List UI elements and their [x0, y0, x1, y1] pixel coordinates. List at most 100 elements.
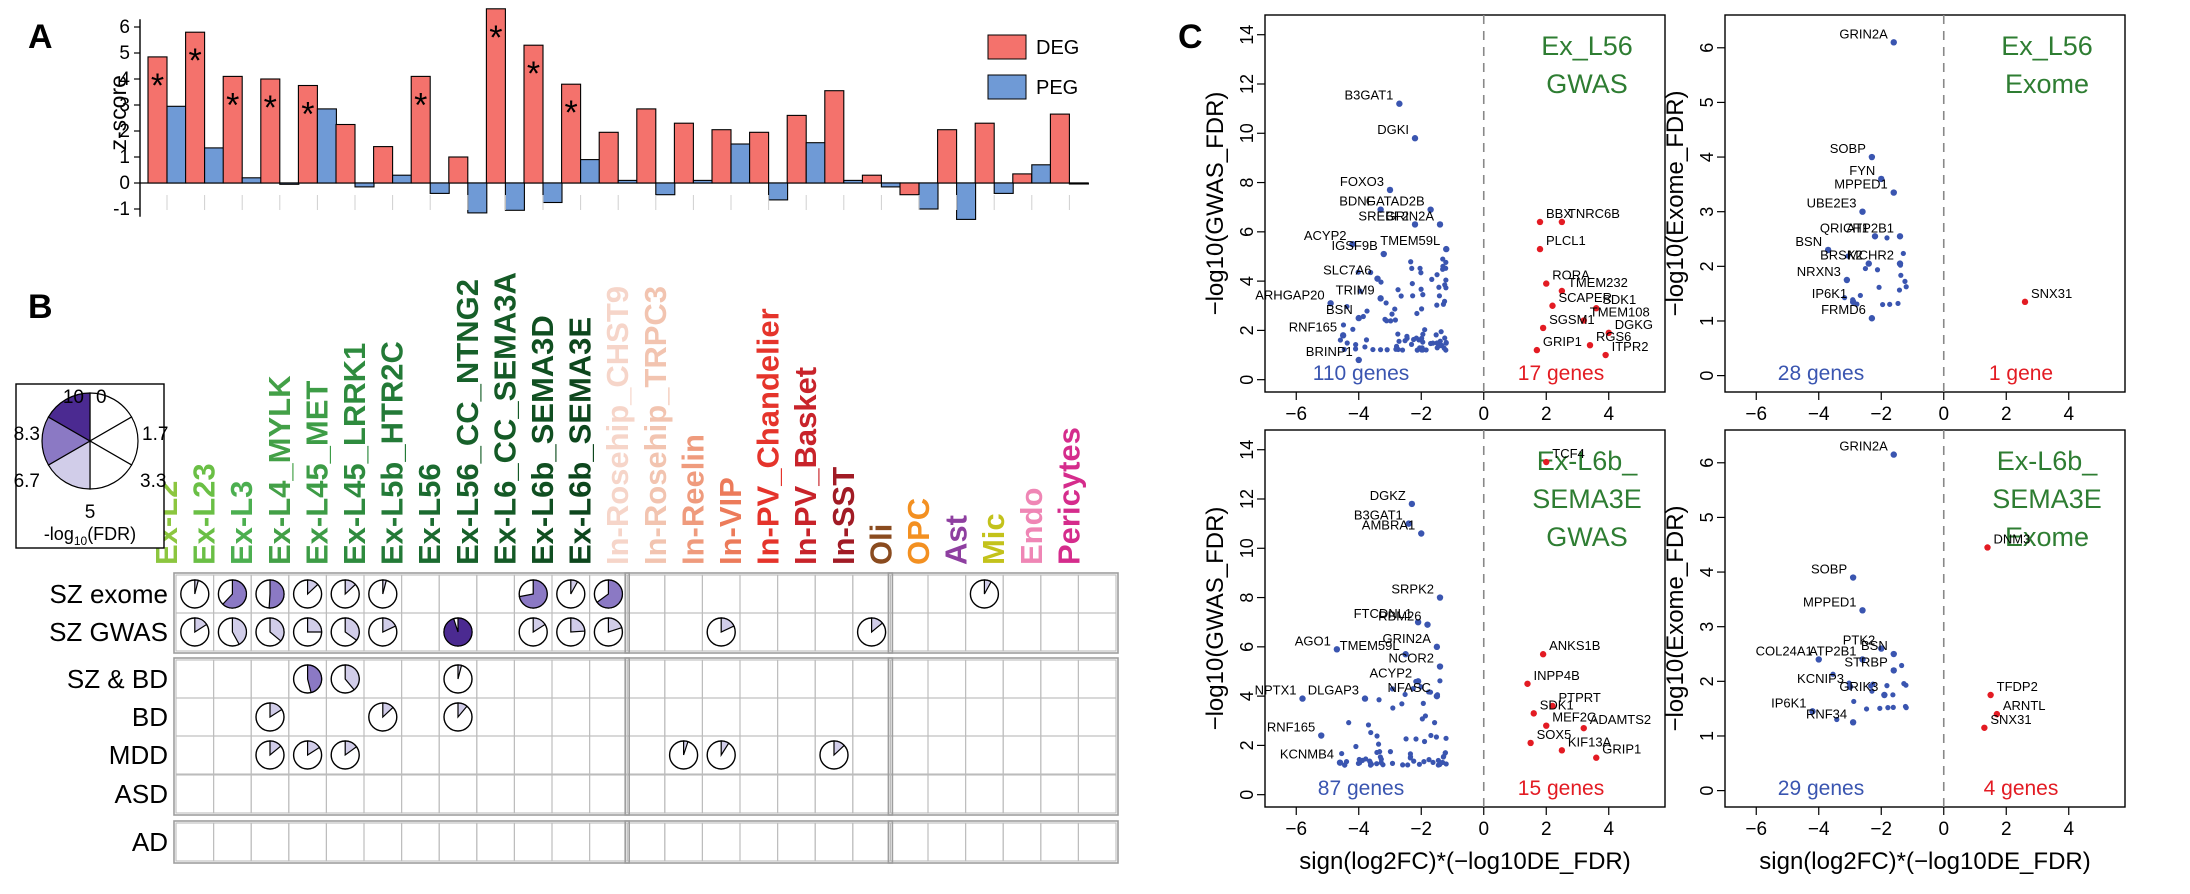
grid-cell	[325, 774, 365, 814]
data-point	[1388, 318, 1394, 324]
grid-cell	[852, 697, 891, 737]
x-tick-label: −4	[1348, 819, 1370, 840]
data-point	[1384, 347, 1390, 353]
grid-cell	[965, 822, 1004, 862]
pie-wedge	[518, 579, 548, 609]
data-point	[1549, 702, 1556, 710]
grid-cell	[438, 735, 478, 775]
enrichment-pie	[443, 617, 473, 647]
gene-label: SRPK2	[1391, 582, 1434, 597]
category-label: In-PV_Chandelier	[751, 308, 786, 565]
grid-cell	[325, 822, 365, 862]
grid-cell	[739, 697, 779, 737]
y-tick-label: 6	[1237, 227, 1257, 237]
y-tick-label: 14	[1237, 440, 1257, 460]
gene-label: TRIM9	[1336, 282, 1375, 297]
data-point	[1343, 759, 1350, 765]
data-point	[1422, 327, 1428, 333]
gene-label: TMEM108	[1590, 305, 1650, 320]
grid-cell	[927, 697, 967, 737]
category-label: In-Reelin	[675, 434, 710, 565]
category-label: Ex-L6_CC_SEMA3A	[487, 272, 522, 565]
data-point	[1890, 650, 1897, 658]
gene-label: SDK1	[1602, 292, 1636, 307]
pie-wedge	[221, 579, 247, 609]
data-point	[1429, 276, 1435, 282]
gene-label: BDNF	[1339, 194, 1374, 209]
panel-a-bar-chart: -1 0 1 2 3 4 5 6 z-score * * * * * * * * * DEG PEG	[105, 8, 1089, 220]
gene-label: SOX5	[1537, 727, 1572, 742]
bar-deg	[523, 44, 544, 184]
data-point	[1413, 335, 1420, 341]
pie-wedge	[570, 579, 579, 595]
data-point	[1380, 250, 1387, 258]
grid-cell	[363, 822, 403, 862]
data-point	[1411, 221, 1419, 228]
grid-cell	[739, 735, 779, 775]
y-tick-label: 0	[1697, 371, 1717, 381]
pie-wedge	[457, 664, 463, 680]
y-tick-label: 8	[1237, 178, 1257, 188]
bar-peg	[843, 179, 864, 184]
data-point	[1428, 732, 1434, 739]
data-point	[1436, 284, 1442, 290]
pie-wedge	[307, 617, 323, 633]
y-tick-label: 12	[1237, 74, 1257, 94]
enrichment-pie	[518, 617, 548, 647]
data-point	[1885, 705, 1891, 711]
category-label: Ex-L45_MET	[299, 381, 334, 565]
grid-cell	[739, 774, 779, 814]
enrichment-pie	[292, 579, 323, 609]
data-point	[1370, 346, 1376, 353]
data-point	[1862, 265, 1869, 272]
data-point	[1414, 678, 1422, 685]
data-point	[1436, 221, 1444, 228]
gene-label: KIF13A	[1568, 734, 1612, 749]
gene-label: INPP4B	[1534, 668, 1580, 683]
data-point	[1339, 750, 1345, 757]
bar-deg	[448, 156, 469, 184]
gene-label: GRIP1	[1602, 742, 1641, 757]
enrichment-pie	[292, 664, 323, 694]
gene-label: NFASC	[1388, 680, 1431, 695]
grid-cell	[288, 697, 327, 737]
gene-label: BSN	[1861, 638, 1888, 653]
enrichment-pie	[255, 579, 285, 609]
grid-cell	[213, 659, 252, 699]
gene-label: TMEM232	[1568, 275, 1628, 290]
grid-cell	[626, 735, 666, 775]
data-point	[1377, 206, 1384, 213]
data-point	[1374, 733, 1380, 739]
gene-label: SREBF2	[1358, 208, 1409, 223]
data-point	[1389, 311, 1395, 317]
gene-label: BSN	[1326, 302, 1353, 317]
bar-deg	[1012, 173, 1033, 184]
grid-cell	[175, 822, 215, 862]
enrichment-pie	[706, 617, 736, 647]
x-tick-label: 4	[2063, 404, 2074, 425]
y-axis-title: −log10(GWAS_FDR)	[1202, 507, 1229, 731]
x-tick-label: 0	[1478, 819, 1489, 840]
bar-peg	[166, 105, 187, 184]
gene-label: GRIK3	[1839, 679, 1878, 694]
data-point	[1443, 761, 1449, 767]
grid-cell	[175, 774, 215, 814]
gene-label: BSN	[1795, 234, 1822, 249]
data-point	[1377, 749, 1383, 755]
bar-peg	[542, 182, 563, 204]
data-point	[1424, 621, 1431, 628]
category-label: Ast	[939, 515, 974, 565]
grid-cell	[852, 774, 891, 814]
y-tick-label: 4	[1237, 691, 1257, 701]
bar-deg	[222, 75, 243, 184]
data-point	[1443, 347, 1449, 353]
bar-peg	[241, 177, 262, 184]
data-point	[1524, 680, 1531, 687]
data-point	[1430, 340, 1436, 346]
bar-deg	[861, 174, 882, 184]
gene-label: FOXO3	[1340, 174, 1384, 189]
pie-wedge	[344, 617, 360, 642]
data-point	[1299, 695, 1306, 702]
data-point	[1405, 762, 1411, 768]
y-tick-label: 0	[119, 173, 130, 194]
